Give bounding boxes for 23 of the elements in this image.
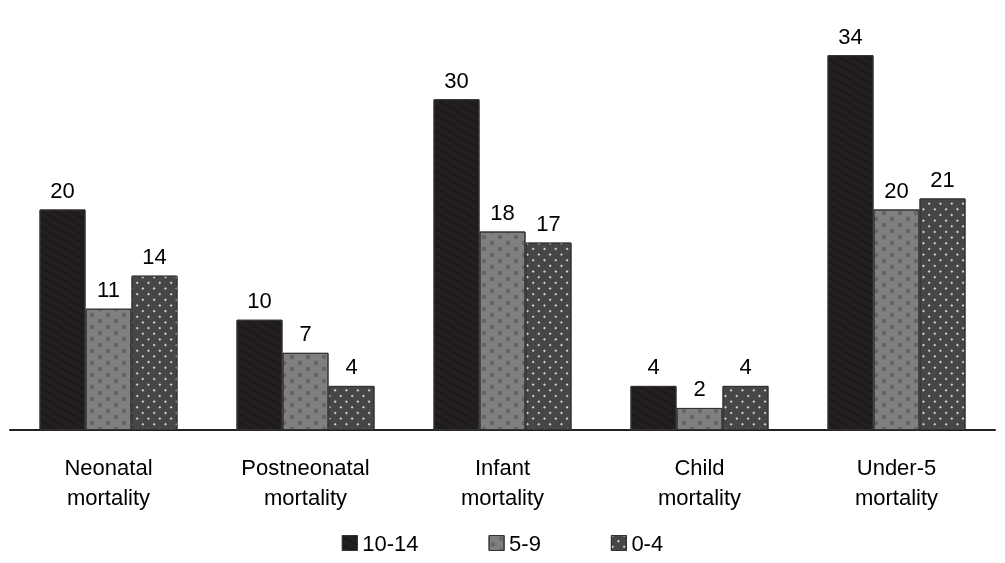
data-label: 4 [345, 354, 358, 380]
legend-label: 10-14 [362, 530, 419, 556]
x-tick-label: Postneonatal mortality [241, 454, 370, 510]
x-tick-label: Under-5 mortality [854, 454, 939, 510]
data-label: 21 [930, 166, 955, 192]
data-label: 34 [838, 23, 863, 49]
data-label: 4 [647, 354, 660, 380]
x-tick-label: Child mortality [657, 454, 742, 510]
x-tick-label: Neonatal mortality [64, 454, 153, 510]
data-label: 18 [490, 200, 515, 226]
data-label: 11 [97, 277, 120, 303]
x-tick-label: Infant mortality [460, 454, 545, 510]
data-label: 7 [299, 321, 312, 347]
data-label: 20 [884, 177, 909, 203]
data-label: 20 [50, 177, 75, 203]
data-label: 17 [536, 211, 561, 237]
legend-label: 5-9 [509, 530, 541, 556]
data-label: 30 [444, 67, 469, 93]
data-label: 4 [739, 354, 752, 380]
data-label: 14 [142, 244, 167, 270]
data-label: 10 [247, 288, 272, 314]
legend-label: 0-4 [631, 530, 664, 556]
data-label: 2 [693, 376, 706, 402]
